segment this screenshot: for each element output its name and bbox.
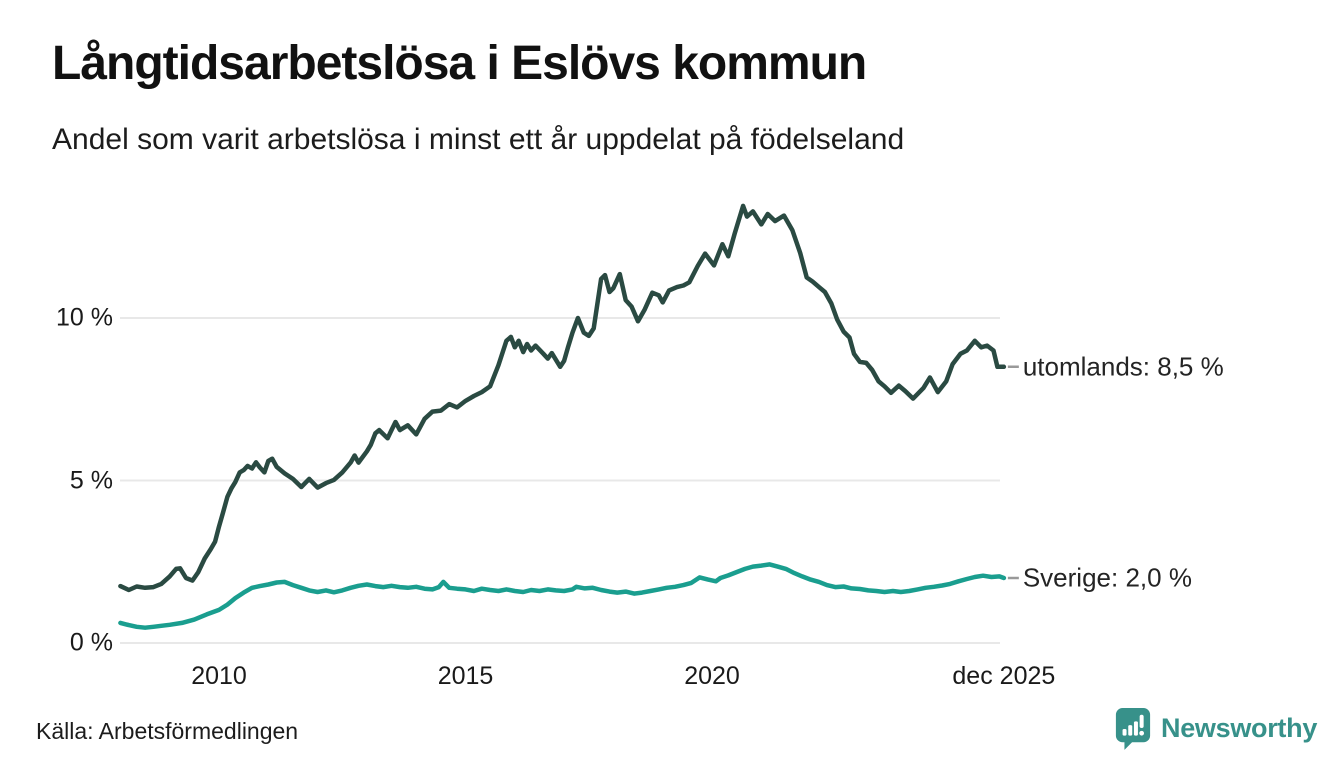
x-tick-label: 2010	[191, 662, 247, 690]
y-tick-label: 10 %	[56, 303, 113, 332]
x-tick-label: 2020	[684, 662, 740, 690]
series-end-label-utomlands: utomlands: 8,5 %	[1022, 351, 1224, 382]
y-tick-label: 0 %	[69, 628, 113, 657]
y-tick-label: 5 %	[69, 466, 113, 494]
chart-title: Långtidsarbetslösa i Eslövs kommun	[52, 37, 867, 90]
newsworthy-bubble-chart-icon	[1115, 708, 1151, 750]
chart-subtitle: Andel som varit arbetslösa i minst ett å…	[52, 123, 905, 156]
series-end-label-sverige: Sverige: 2,0 %	[1022, 562, 1192, 593]
newsworthy-brand-text: Newsworthy	[1161, 712, 1318, 743]
series-path-utomlands	[118, 203, 1007, 593]
x-tick-label: dec 2025	[952, 662, 1056, 690]
x-tick-label: 2015	[437, 662, 494, 690]
series-path-sverige	[118, 562, 1007, 630]
source-note: Källa: Arbetsförmedlingen	[36, 718, 299, 744]
newsworthy-logo: Newsworthy	[1114, 706, 1317, 750]
